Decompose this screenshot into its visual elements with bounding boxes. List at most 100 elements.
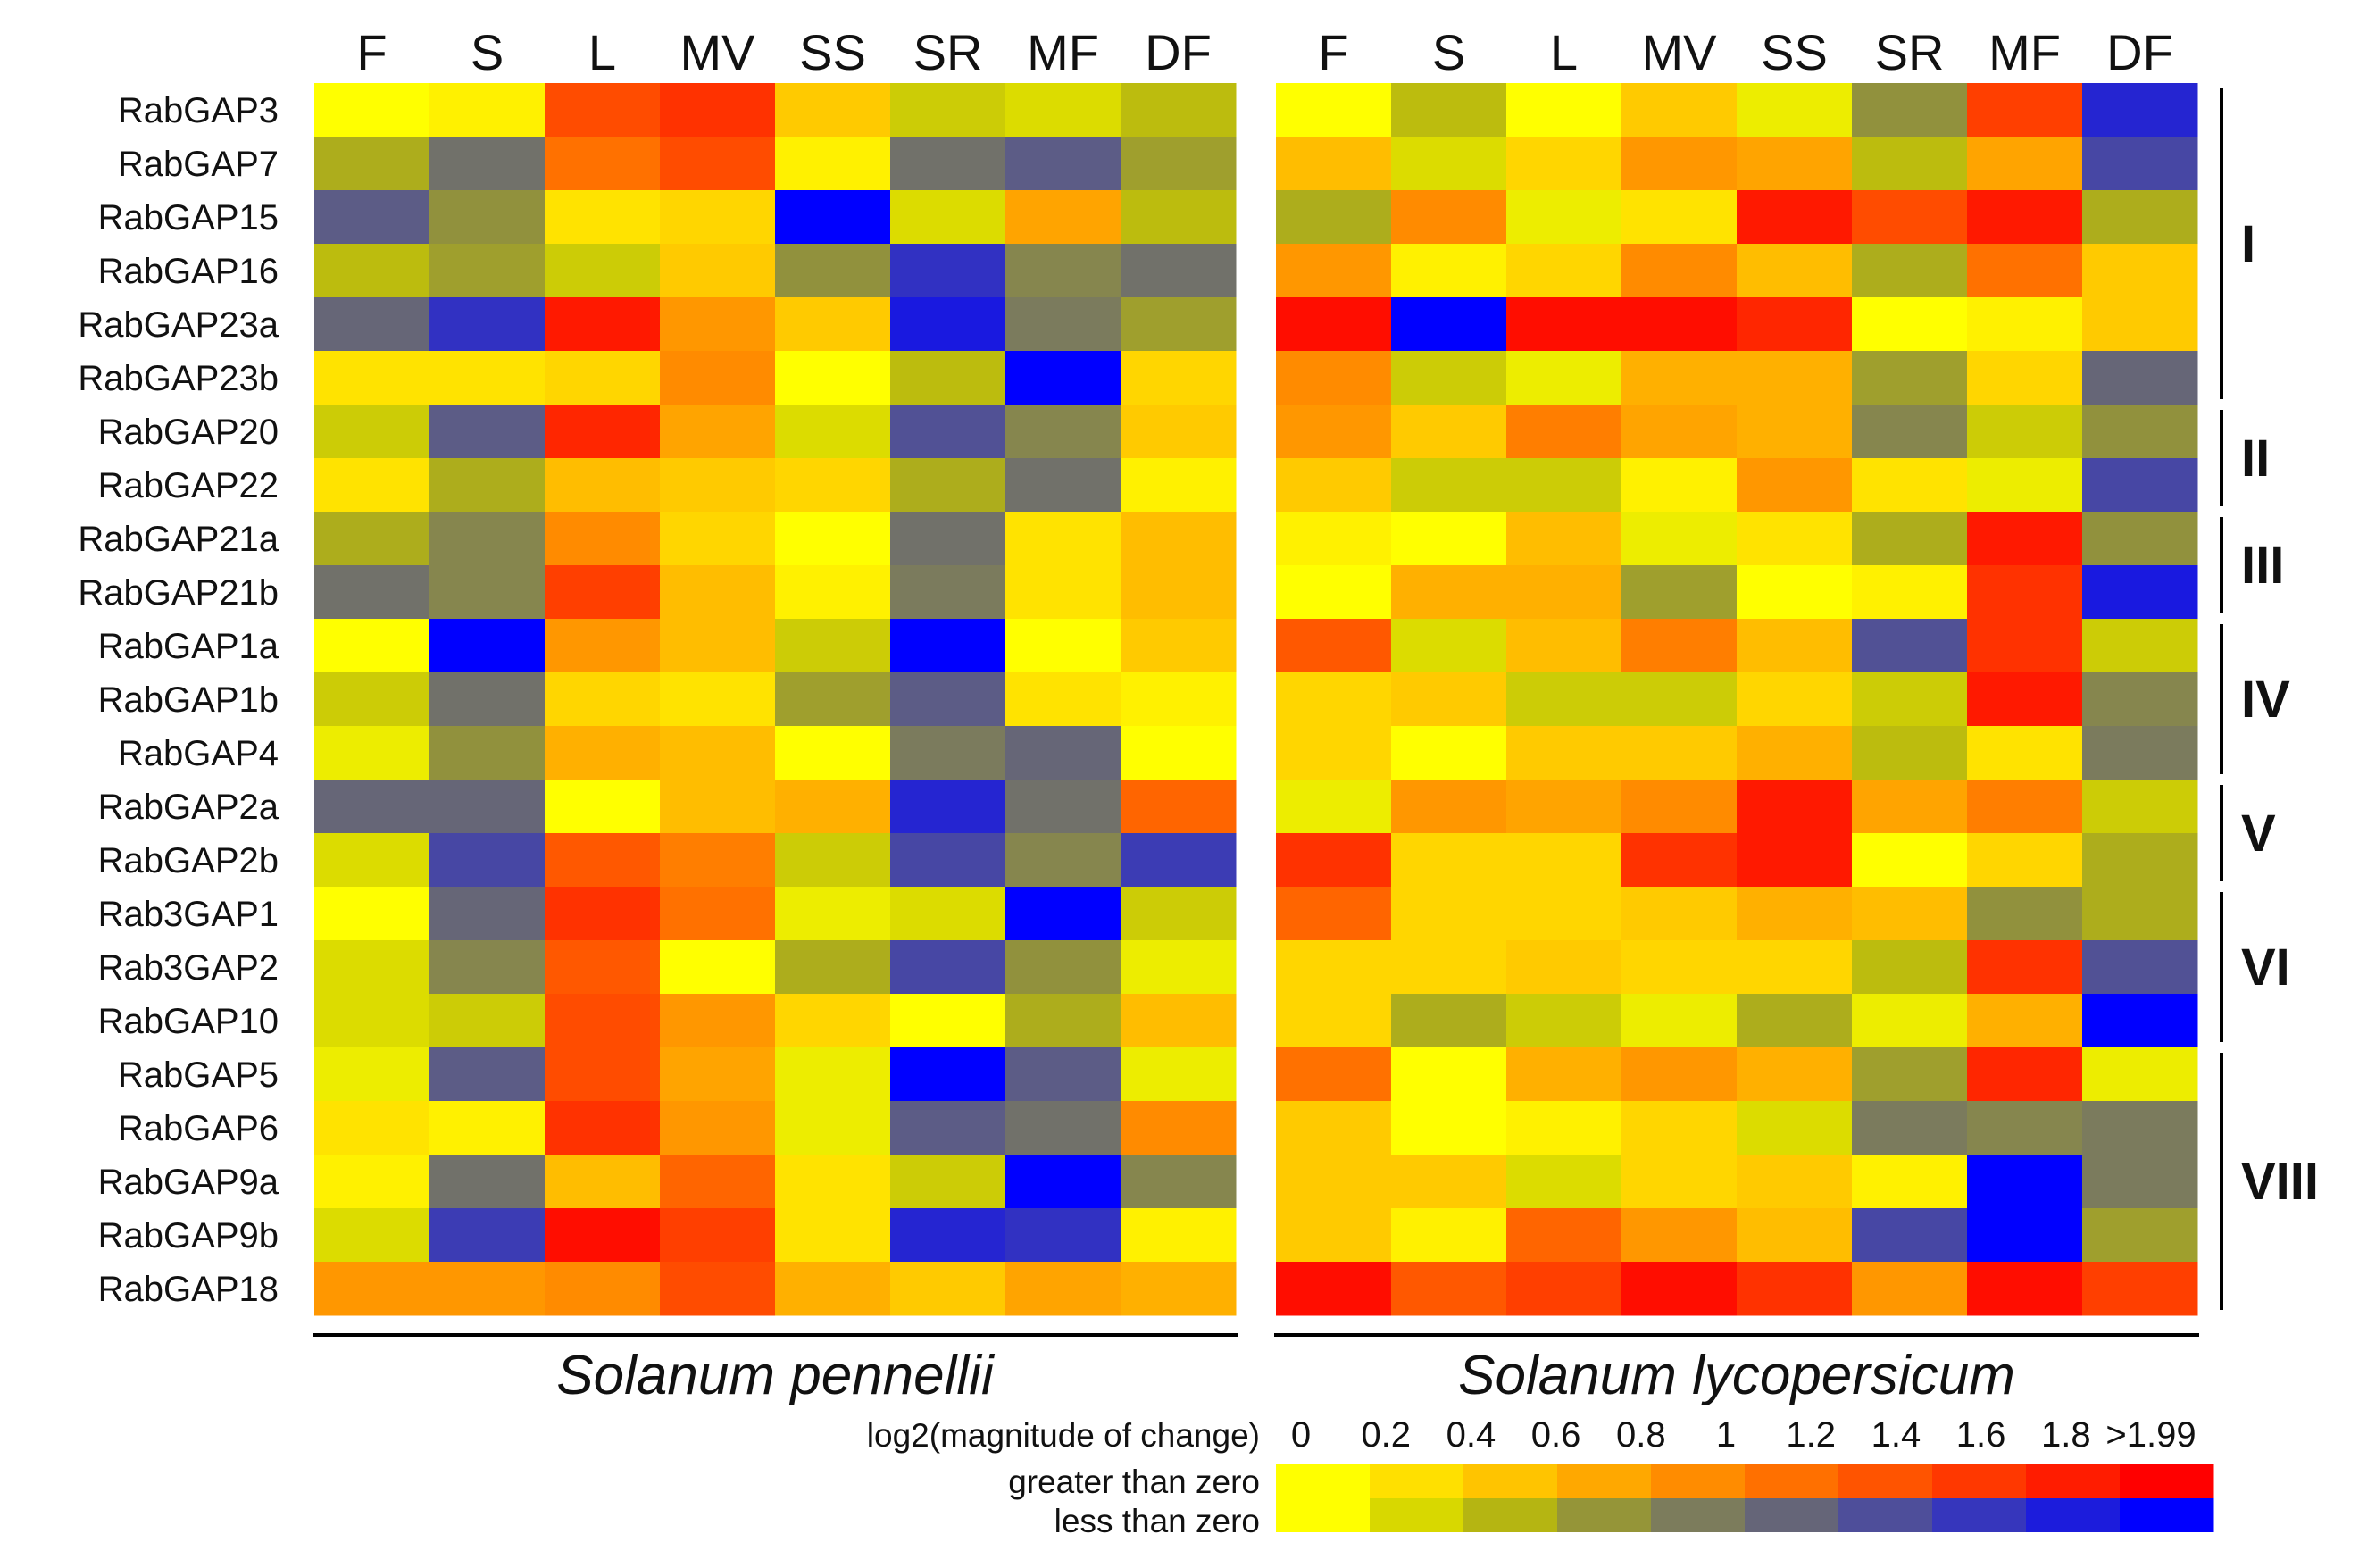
heatmap-cell bbox=[429, 190, 546, 245]
legend-swatch-positive bbox=[1557, 1464, 1652, 1498]
gene-label: RabGAP1a bbox=[98, 627, 279, 666]
heatmap-cell bbox=[1391, 940, 1507, 995]
gene-label: RabGAP10 bbox=[98, 1002, 279, 1041]
heatmap-cell bbox=[1737, 512, 1853, 566]
heatmap-cell bbox=[775, 190, 891, 245]
heatmap-cell bbox=[1276, 137, 1392, 191]
heatmap-cell bbox=[775, 726, 891, 780]
heatmap-cell bbox=[1276, 405, 1392, 459]
heatmap-cell bbox=[1005, 137, 1121, 191]
group-label: IV bbox=[2241, 671, 2290, 729]
heatmap-cell bbox=[1276, 565, 1392, 620]
heatmap-cell bbox=[1005, 351, 1121, 405]
heatmap-cell bbox=[775, 297, 891, 352]
heatmap-cell bbox=[1621, 405, 1738, 459]
gene-label: RabGAP2b bbox=[98, 841, 279, 880]
heatmap-cell bbox=[1005, 1155, 1121, 1209]
heatmap-cell bbox=[890, 940, 1006, 995]
species-label: Solanum pennellii bbox=[556, 1345, 996, 1406]
heatmap-cell bbox=[660, 512, 776, 566]
heatmap-cell bbox=[2082, 351, 2198, 405]
heatmap-cell bbox=[1967, 1262, 2083, 1316]
heatmap-cell bbox=[314, 780, 430, 834]
heatmap-cell bbox=[1506, 244, 1622, 298]
legend-tick: 1 bbox=[1716, 1415, 1736, 1455]
gene-label: RabGAP3 bbox=[118, 91, 279, 130]
heatmap-cell bbox=[1737, 994, 1853, 1048]
heatmap-cell bbox=[1005, 297, 1121, 352]
heatmap-cell bbox=[1121, 190, 1237, 245]
heatmap-cell bbox=[1121, 83, 1237, 138]
heatmap-cell bbox=[1737, 405, 1853, 459]
heatmap-cell bbox=[660, 351, 776, 405]
heatmap-cell bbox=[1967, 83, 2083, 138]
legend-tick: 1.2 bbox=[1786, 1415, 1836, 1455]
heatmap-cell bbox=[1737, 83, 1853, 138]
heatmap-cell bbox=[890, 833, 1006, 888]
gene-label: RabGAP20 bbox=[98, 413, 279, 452]
heatmap-cell bbox=[1276, 1047, 1392, 1102]
heatmap-cell bbox=[2082, 137, 2198, 191]
heatmap-cell bbox=[545, 833, 661, 888]
heatmap-cell bbox=[545, 619, 661, 673]
heatmap-cell bbox=[1276, 994, 1392, 1048]
heatmap-cell bbox=[545, 512, 661, 566]
heatmap-cell bbox=[1005, 940, 1121, 995]
heatmap-cell bbox=[1852, 833, 1968, 888]
heatmap-cell bbox=[1506, 1047, 1622, 1102]
heatmap-cell bbox=[1967, 1047, 2083, 1102]
heatmap-cell bbox=[1276, 1208, 1392, 1263]
heatmap-cell bbox=[314, 940, 430, 995]
heatmap-cell bbox=[890, 244, 1006, 298]
heatmap-cell bbox=[1121, 458, 1237, 513]
heatmap-cell bbox=[1005, 244, 1121, 298]
panel-solanum-lycopersicum: F S L MV SS SR MF DF Solanum lycopersicum bbox=[1274, 24, 2199, 1406]
heatmap-cell bbox=[545, 1208, 661, 1263]
heatmap-cell bbox=[890, 619, 1006, 673]
heatmap-cell bbox=[314, 1208, 430, 1263]
heatmap-cell bbox=[1005, 565, 1121, 620]
legend-swatch-negative bbox=[2026, 1498, 2121, 1532]
heatmap-cell bbox=[1621, 672, 1738, 727]
heatmap-cell bbox=[1121, 1047, 1237, 1102]
heatmap-cell bbox=[1852, 1047, 1968, 1102]
heatmap-cell bbox=[660, 458, 776, 513]
gene-label: RabGAP21a bbox=[78, 520, 279, 559]
heatmap-cell bbox=[1506, 458, 1622, 513]
heatmap-cell bbox=[2082, 940, 2198, 995]
heatmap-cell bbox=[1852, 190, 1968, 245]
heatmap-cell bbox=[1276, 1101, 1392, 1155]
legend-swatch-positive bbox=[1838, 1464, 1933, 1498]
heatmap-cell bbox=[545, 940, 661, 995]
heatmap-cell bbox=[1121, 780, 1237, 834]
heatmap-cell bbox=[775, 833, 891, 888]
heatmap-cell bbox=[1852, 672, 1968, 727]
column-header: SR bbox=[913, 24, 983, 80]
legend-swatch-negative bbox=[1932, 1498, 2027, 1532]
heatmap-cell bbox=[314, 619, 430, 673]
heatmap-cell bbox=[1391, 1262, 1507, 1316]
heatmap-cell bbox=[660, 137, 776, 191]
heatmap-cell bbox=[1121, 244, 1237, 298]
heatmap-cell bbox=[429, 565, 546, 620]
heatmap-cell bbox=[1276, 887, 1392, 941]
heatmap-cell bbox=[775, 351, 891, 405]
legend-swatch-negative bbox=[1557, 1498, 1652, 1532]
group-label: VIII bbox=[2241, 1153, 2319, 1211]
heatmap-cell bbox=[1276, 297, 1392, 352]
heatmap-cell bbox=[545, 244, 661, 298]
heatmap-cell bbox=[1121, 726, 1237, 780]
heatmap-cell bbox=[1391, 512, 1507, 566]
legend-row-label: greater than zero bbox=[1008, 1464, 1260, 1500]
heatmap-cell bbox=[314, 1155, 430, 1209]
heatmap-cell bbox=[1391, 351, 1507, 405]
heatmap-cell bbox=[1852, 940, 1968, 995]
legend-swatch-negative bbox=[1651, 1498, 1746, 1532]
heatmap-cell bbox=[1005, 619, 1121, 673]
heatmap-cell bbox=[1852, 619, 1968, 673]
heatmap-cell bbox=[1005, 1101, 1121, 1155]
heatmap-cell bbox=[2082, 1262, 2198, 1316]
heatmap-cell bbox=[314, 565, 430, 620]
heatmap-cell bbox=[1737, 458, 1853, 513]
heatmap-cell bbox=[1276, 351, 1392, 405]
